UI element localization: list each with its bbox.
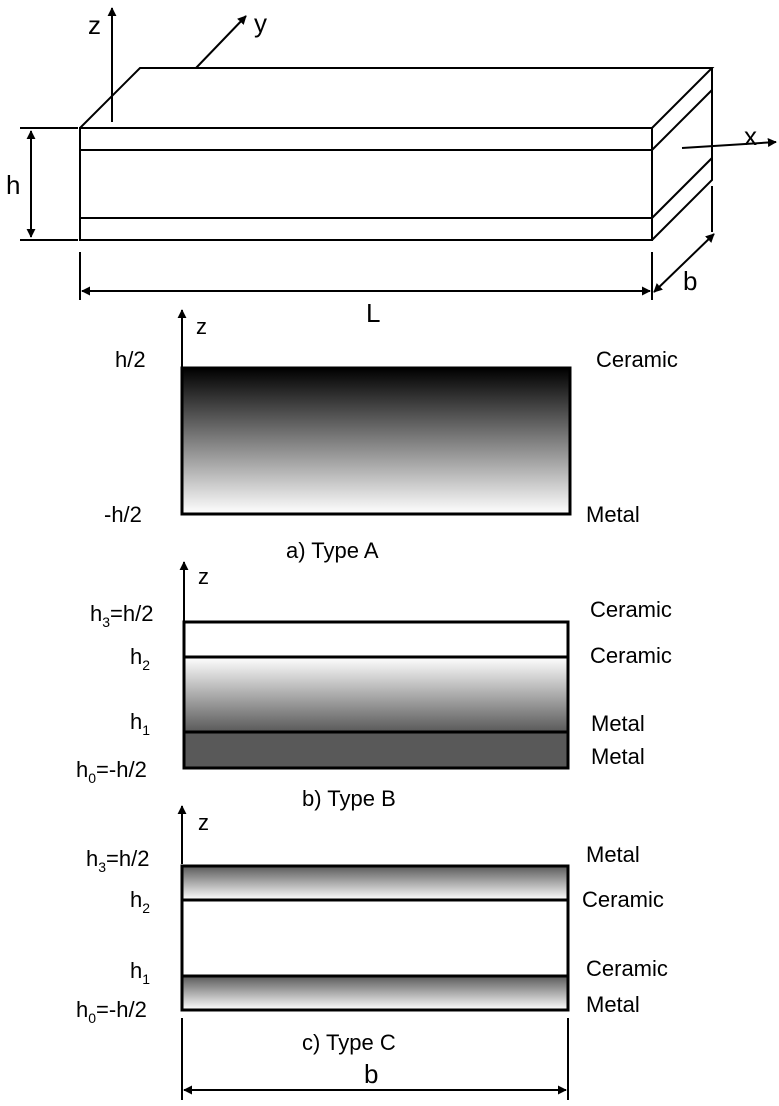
type-c-section: z h3=h/2 h2 h1 h0=-h/2 Metal Ceramic Cer…	[76, 805, 668, 1055]
type-c-material-2: Ceramic	[582, 887, 664, 912]
type-c-outline	[180, 864, 570, 1012]
type-c-material-4: Metal	[586, 992, 640, 1017]
type-b-outline	[182, 620, 570, 770]
x-axis-label: x	[744, 121, 757, 151]
beam-top-face	[79, 67, 715, 129]
type-c-top-gradient-layer	[182, 866, 568, 900]
type-b-material-2: Ceramic	[590, 643, 672, 668]
type-c-h1-label: h1	[130, 958, 150, 987]
width-dimension-arrow	[653, 233, 715, 293]
type-b-h2-label: h2	[130, 644, 150, 673]
z-axis-label: z	[88, 10, 101, 40]
y-axis-label: y	[254, 8, 267, 38]
type-c-bottom-gradient-layer	[182, 976, 568, 1010]
type-c-h2-label: h2	[130, 887, 150, 916]
type-c-z-label: z	[198, 810, 209, 835]
type-c-h0-label: h0=-h/2	[76, 997, 147, 1026]
type-a-bottom-label: -h/2	[104, 502, 142, 527]
beam-front-face	[79, 127, 653, 241]
beam-dimensions	[20, 127, 715, 300]
type-b-top-ceramic-layer	[184, 622, 568, 657]
type-a-z-label: z	[196, 314, 207, 339]
beam-axes	[107, 7, 777, 149]
type-b-caption: b) Type B	[302, 786, 396, 811]
type-a-section: z h/2 -h/2 Ceramic Metal a) Type A	[104, 309, 678, 563]
type-c-material-1: Metal	[586, 842, 640, 867]
type-a-gradient-layer	[180, 366, 572, 516]
type-b-z-label: z	[198, 564, 209, 589]
bottom-width-dimension	[181, 1018, 569, 1100]
type-b-gradient-layer	[184, 657, 568, 732]
length-label: L	[366, 298, 380, 328]
type-b-bottom-metal-layer	[184, 732, 568, 768]
type-c-material-3: Ceramic	[586, 956, 668, 981]
type-a-top-label: h/2	[115, 347, 146, 372]
type-b-material-3: Metal	[591, 711, 645, 736]
y-axis-arrow	[195, 15, 247, 69]
type-a-bottom-material: Metal	[586, 502, 640, 527]
type-b-material-1: Ceramic	[590, 597, 672, 622]
type-c-core-ceramic-layer	[182, 900, 568, 976]
beam-side-layer-line-top	[651, 89, 713, 151]
beam-side-face	[651, 68, 713, 241]
type-b-h3-label: h3=h/2	[90, 601, 153, 630]
type-c-h3-label: h3=h/2	[86, 846, 149, 875]
height-label: h	[6, 170, 20, 200]
type-b-h0-label: h0=-h/2	[76, 757, 147, 786]
bottom-width-label: b	[364, 1059, 378, 1089]
type-b-material-4: Metal	[591, 744, 645, 769]
type-b-h1-label: h1	[130, 709, 150, 738]
beam-side-layer-line-bottom	[651, 157, 713, 219]
width-label: b	[683, 266, 697, 296]
type-b-section: z h3=h/2 h2 h1 h0=-h/2 Ceramic Ceramic M…	[76, 561, 672, 811]
beam-3d	[79, 67, 715, 241]
type-a-caption: a) Type A	[286, 538, 379, 563]
x-axis-arrow	[681, 138, 777, 149]
type-a-top-material: Ceramic	[596, 347, 678, 372]
type-c-caption: c) Type C	[302, 1030, 396, 1055]
